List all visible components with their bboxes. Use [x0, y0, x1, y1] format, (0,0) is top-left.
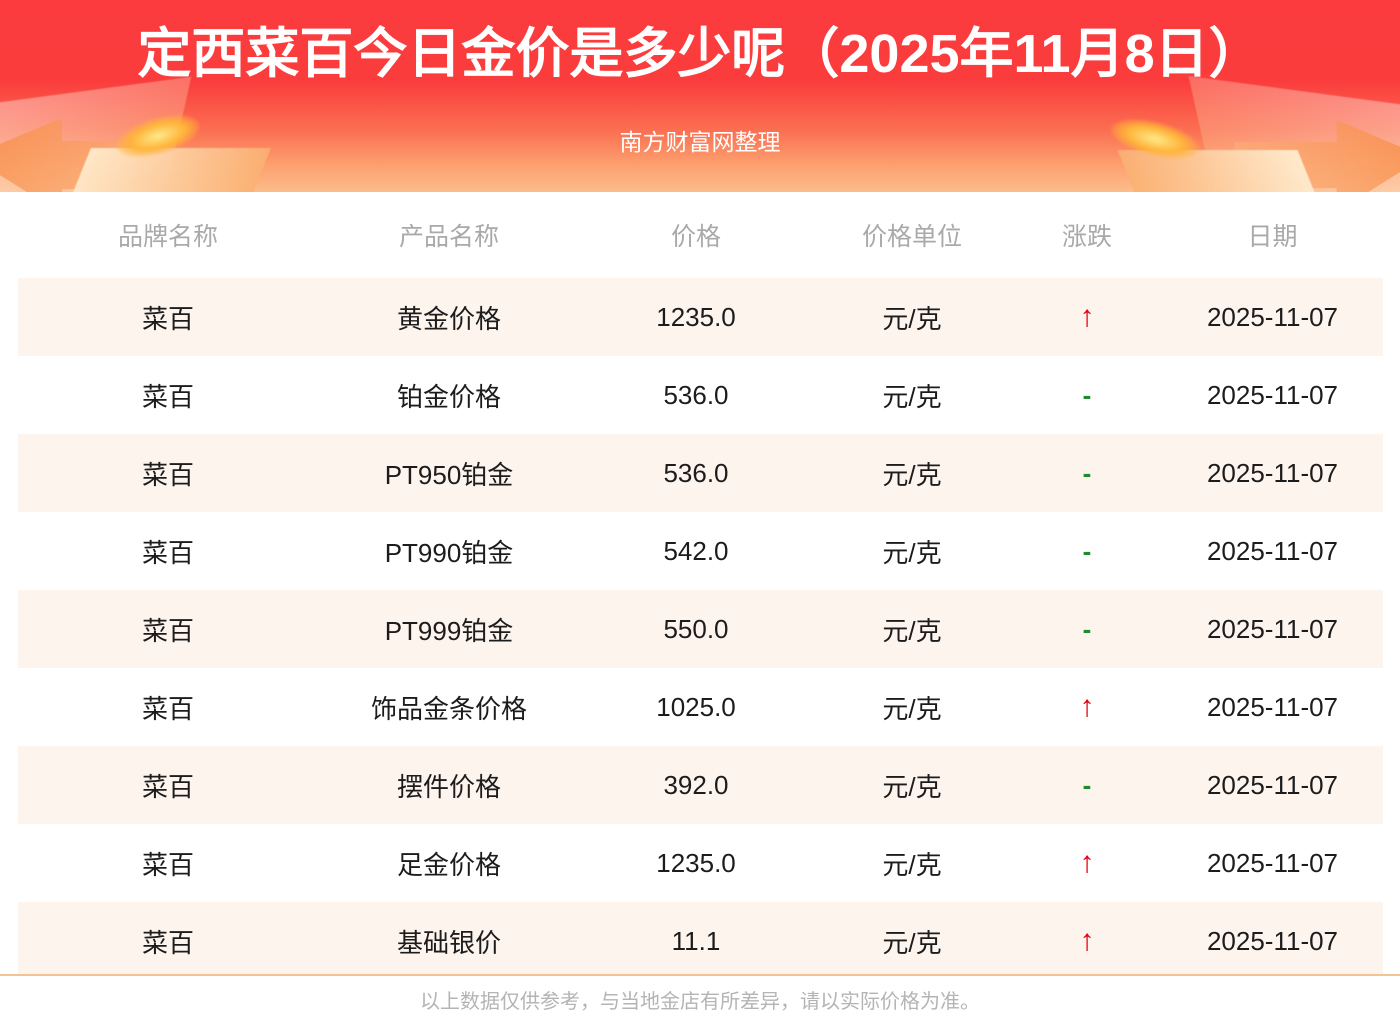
price-table-card: 南方财富网 Southmoney.com 品牌名称 产品名称 价格 价格单位 涨…: [18, 192, 1383, 974]
table-body: 菜百 黄金价格 1235.0 元/克 ↑ 2025-11-07 菜百 铂金价格 536.0 元/克…: [18, 278, 1383, 974]
page-title: 定西菜百今日金价是多少呢（2025年11月8日）: [137, 24, 1263, 84]
table-row: 菜百 基础银价 11.1 元/克 ↑ 2025-11-07: [18, 902, 1383, 974]
cell-date: 2025-11-07: [1206, 769, 1339, 800]
dash-icon: -: [1082, 769, 1092, 800]
dash-icon: -: [1082, 457, 1092, 488]
cell-price: 1235.0: [656, 301, 736, 332]
cell-product: 基础银价: [396, 927, 501, 958]
cell-date: 2025-11-07: [1206, 535, 1339, 566]
table-row: 菜百 PT950铂金 536.0 元/克 - 2025-11-07: [18, 434, 1383, 512]
column-header-unit: 价格单位: [861, 223, 962, 251]
cell-date: 2025-11-07: [1206, 457, 1339, 488]
cell-change: -: [1012, 434, 1162, 512]
cell-product: PT990铂金: [384, 537, 514, 568]
table-row: 菜百 黄金价格 1235.0 元/克 ↑ 2025-11-07: [18, 278, 1383, 356]
cell-date: 2025-11-07: [1206, 847, 1339, 878]
cell-date: 2025-11-07: [1206, 379, 1339, 410]
cell-date: 2025-11-07: [1206, 613, 1339, 644]
cell-change: -: [1012, 512, 1162, 590]
column-header-change: 涨跌: [1061, 223, 1112, 251]
cell-price: 11.1: [671, 925, 721, 956]
arrow-up-icon: ↑: [1079, 299, 1095, 333]
cell-product: 摆件价格: [396, 771, 501, 802]
cell-unit: 元/克: [882, 849, 942, 880]
page-banner: 定西菜百今日金价是多少呢（2025年11月8日） 南方财富网整理: [0, 0, 1400, 192]
cell-price: 536.0: [663, 379, 729, 410]
cell-brand: 菜百: [141, 303, 194, 334]
cell-product: 铂金价格: [396, 381, 501, 412]
cell-date: 2025-11-07: [1206, 925, 1339, 956]
cell-unit: 元/克: [882, 615, 942, 646]
cell-price: 1235.0: [656, 847, 736, 878]
cell-brand: 菜百: [141, 849, 194, 880]
column-header-brand: 品牌名称: [117, 223, 218, 251]
cell-unit: 元/克: [882, 771, 942, 802]
dash-icon: -: [1082, 379, 1092, 410]
table-row: 菜百 PT999铂金 550.0 元/克 - 2025-11-07: [18, 590, 1383, 668]
cell-date: 2025-11-07: [1206, 691, 1339, 722]
banner-subtitle: 南方财富网整理: [619, 129, 781, 155]
cell-unit: 元/克: [882, 381, 942, 412]
table-row: 菜百 足金价格 1235.0 元/克 ↑ 2025-11-07: [18, 824, 1383, 902]
cell-product: PT950铂金: [384, 459, 514, 490]
cell-unit: 元/克: [882, 303, 942, 334]
cell-unit: 元/克: [882, 927, 942, 958]
cell-product: 足金价格: [396, 849, 501, 880]
cell-product: PT999铂金: [384, 615, 514, 646]
table-row: 菜百 铂金价格 536.0 元/克 - 2025-11-07: [18, 356, 1383, 434]
cell-brand: 菜百: [141, 459, 194, 490]
cell-price: 1025.0: [656, 691, 736, 722]
cell-change: -: [1012, 746, 1162, 824]
cell-change: -: [1012, 590, 1162, 668]
column-header-price: 价格: [670, 223, 721, 251]
cell-product: 饰品金条价格: [370, 693, 527, 724]
table-header: 品牌名称 产品名称 价格 价格单位 涨跌 日期: [18, 192, 1383, 278]
cell-price: 550.0: [663, 613, 729, 644]
arrow-up-icon: ↑: [1079, 923, 1095, 957]
table-row: 菜百 摆件价格 392.0 元/克 - 2025-11-07: [18, 746, 1383, 824]
cell-change: ↑: [1012, 668, 1162, 746]
cell-price: 536.0: [663, 457, 729, 488]
gold-price-table: 品牌名称 产品名称 价格 价格单位 涨跌 日期 菜百 黄金价格 1235.0 元/克 ↑…: [18, 192, 1383, 974]
table-row: 菜百 PT990铂金 542.0 元/克 - 2025-11-07: [18, 512, 1383, 590]
cell-change: ↑: [1012, 278, 1162, 356]
cell-product: 黄金价格: [396, 303, 501, 334]
column-header-product: 产品名称: [398, 223, 499, 251]
cell-change: ↑: [1012, 902, 1162, 974]
cell-brand: 菜百: [141, 381, 194, 412]
arrow-up-icon: ↑: [1079, 845, 1095, 879]
cell-unit: 元/克: [882, 693, 942, 724]
cell-unit: 元/克: [882, 537, 942, 568]
cell-date: 2025-11-07: [1206, 301, 1339, 332]
arrow-up-icon: ↑: [1079, 689, 1095, 723]
footer-divider: [0, 974, 1400, 976]
footer-disclaimer: 以上数据仅供参考，与当地金店有所差异，请以实际价格为准。: [420, 991, 980, 1013]
column-header-date: 日期: [1247, 223, 1298, 251]
cell-change: -: [1012, 356, 1162, 434]
cell-brand: 菜百: [141, 615, 194, 646]
cell-brand: 菜百: [141, 693, 194, 724]
cell-unit: 元/克: [882, 459, 942, 490]
cell-brand: 菜百: [141, 771, 194, 802]
table-row: 菜百 饰品金条价格 1025.0 元/克 ↑ 2025-11-07: [18, 668, 1383, 746]
cell-price: 392.0: [663, 769, 729, 800]
cell-change: ↑: [1012, 824, 1162, 902]
cell-brand: 菜百: [141, 927, 194, 958]
dash-icon: -: [1082, 613, 1092, 644]
table-header-row: 品牌名称 产品名称 价格 价格单位 涨跌 日期: [18, 192, 1383, 278]
cell-price: 542.0: [663, 535, 729, 566]
dash-icon: -: [1082, 535, 1092, 566]
cell-brand: 菜百: [141, 537, 194, 568]
